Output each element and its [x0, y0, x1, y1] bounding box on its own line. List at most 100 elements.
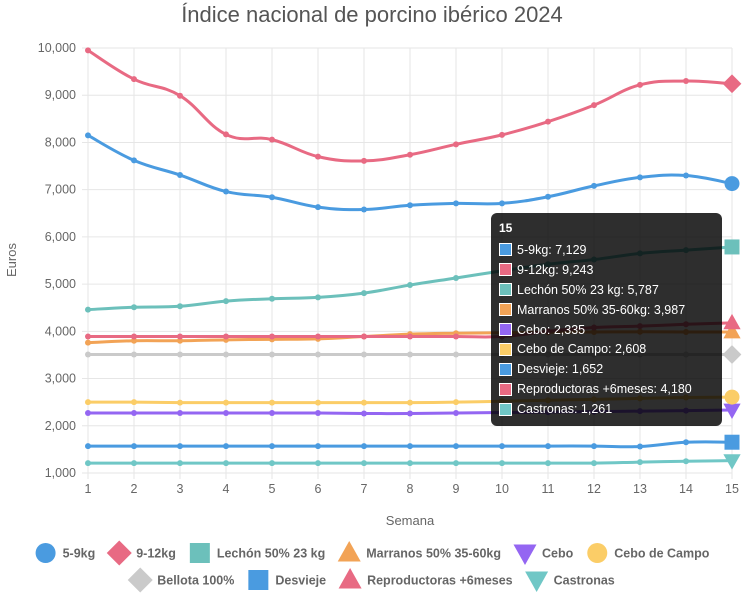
data-point-highlight: [723, 454, 741, 470]
data-point: [269, 295, 275, 302]
data-point: [453, 460, 459, 467]
data-point: [545, 193, 551, 200]
data-point: [683, 172, 689, 179]
data-point: [177, 337, 183, 344]
data-point: [223, 333, 229, 340]
x-tick-label: 5: [269, 482, 276, 496]
data-point: [453, 274, 459, 281]
x-tick-label: 9: [453, 482, 460, 496]
series-desvieje: [85, 434, 740, 450]
tooltip-row: Marranos 50% 35-60kg: 3,987: [499, 300, 714, 320]
data-point-highlight: [722, 345, 742, 364]
data-point: [177, 303, 183, 310]
tooltip-row: Lechón 50% 23 kg: 5,787: [499, 280, 714, 300]
data-point: [683, 458, 689, 465]
data-point: [591, 102, 597, 109]
x-tick-label: 1: [85, 482, 92, 496]
tooltip-swatch: [499, 402, 512, 416]
data-point: [453, 333, 459, 340]
data-point: [223, 443, 229, 450]
data-point-highlight: [724, 389, 740, 405]
data-point: [85, 399, 91, 406]
legend-item: Bellota 100%: [127, 567, 234, 593]
data-point: [499, 443, 505, 450]
data-point: [85, 306, 91, 313]
data-point: [361, 351, 367, 358]
series-castronas: [85, 454, 741, 470]
legend-item: Desvieje: [248, 570, 326, 590]
tooltip-swatch: [499, 243, 512, 257]
data-point: [361, 206, 367, 213]
data-point: [223, 188, 229, 195]
x-tick-label: 12: [587, 482, 601, 496]
data-point: [315, 443, 321, 450]
data-point: [131, 337, 137, 344]
data-point-highlight: [724, 176, 740, 192]
data-point-highlight: [723, 403, 741, 419]
tooltip-swatch: [499, 263, 512, 277]
data-point: [315, 460, 321, 467]
data-point: [545, 443, 551, 450]
data-point: [453, 399, 459, 406]
data-point: [315, 399, 321, 406]
data-point: [361, 443, 367, 450]
y-tick-label: 3,000: [45, 372, 76, 386]
y-tick-label: 2,000: [45, 419, 76, 433]
tooltip-row: 9-12kg: 9,243: [499, 260, 714, 280]
legend-label: Bellota 100%: [157, 574, 234, 588]
data-point: [85, 460, 91, 467]
data-point: [591, 460, 597, 467]
chart-title: Índice nacional de porcino ibérico 2024: [181, 2, 563, 27]
tooltip-label: 9-12kg: 9,243: [517, 262, 594, 277]
data-point: [131, 304, 137, 311]
data-point: [131, 157, 137, 164]
tooltip-row: 5-9kg: 7,129: [499, 240, 714, 260]
data-point: [545, 460, 551, 467]
x-axis-ticks: 1 2 3 4 5 6 7 8 9 10 11 12 13 14 15: [85, 482, 739, 496]
data-point: [269, 443, 275, 450]
data-point: [407, 333, 413, 340]
data-point: [223, 351, 229, 358]
legend-label: Reproductoras +6meses: [367, 574, 513, 588]
data-point: [637, 81, 643, 88]
data-point: [177, 410, 183, 417]
tooltip-label: Castronas: 1,261: [517, 402, 613, 417]
data-point-highlight: [722, 74, 742, 94]
data-point: [131, 333, 137, 340]
x-tick-label: 11: [542, 482, 555, 496]
data-point: [223, 131, 229, 138]
data-point: [131, 76, 137, 83]
data-point: [85, 132, 91, 139]
data-point-highlight: [723, 322, 741, 339]
legend-label: 5-9kg: [63, 547, 96, 561]
tooltip-row: Cebo: 2,335: [499, 320, 714, 340]
x-tick-label: 2: [131, 482, 138, 496]
data-point: [269, 136, 275, 143]
y-tick-label: 6,000: [45, 230, 76, 244]
data-point: [131, 460, 137, 467]
data-point: [315, 351, 321, 358]
data-point: [85, 410, 91, 417]
data-point: [453, 410, 459, 417]
tooltip-label: 5-9kg: 7,129: [517, 242, 587, 257]
y-tick-label: 5,000: [45, 277, 76, 291]
x-tick-label: 3: [177, 482, 184, 496]
tooltip-swatch: [499, 382, 512, 396]
data-point: [177, 399, 183, 406]
legend-item: Reproductoras +6meses: [338, 568, 513, 589]
legend-item: Cebo: [513, 544, 574, 565]
tooltip-row: Reproductoras +6meses: 4,180: [499, 379, 714, 399]
data-point: [131, 410, 137, 417]
data-point: [407, 460, 413, 467]
data-point: [269, 410, 275, 417]
data-point: [131, 443, 137, 450]
legend-item: Marranos 50% 35-60kg: [337, 541, 501, 562]
data-point: [85, 333, 91, 340]
data-point: [453, 351, 459, 358]
data-point: [177, 460, 183, 467]
data-point: [269, 399, 275, 406]
data-point: [637, 459, 643, 466]
legend-label: 9-12kg: [136, 547, 176, 561]
y-tick-label: 10,000: [38, 41, 76, 55]
data-point: [223, 399, 229, 406]
